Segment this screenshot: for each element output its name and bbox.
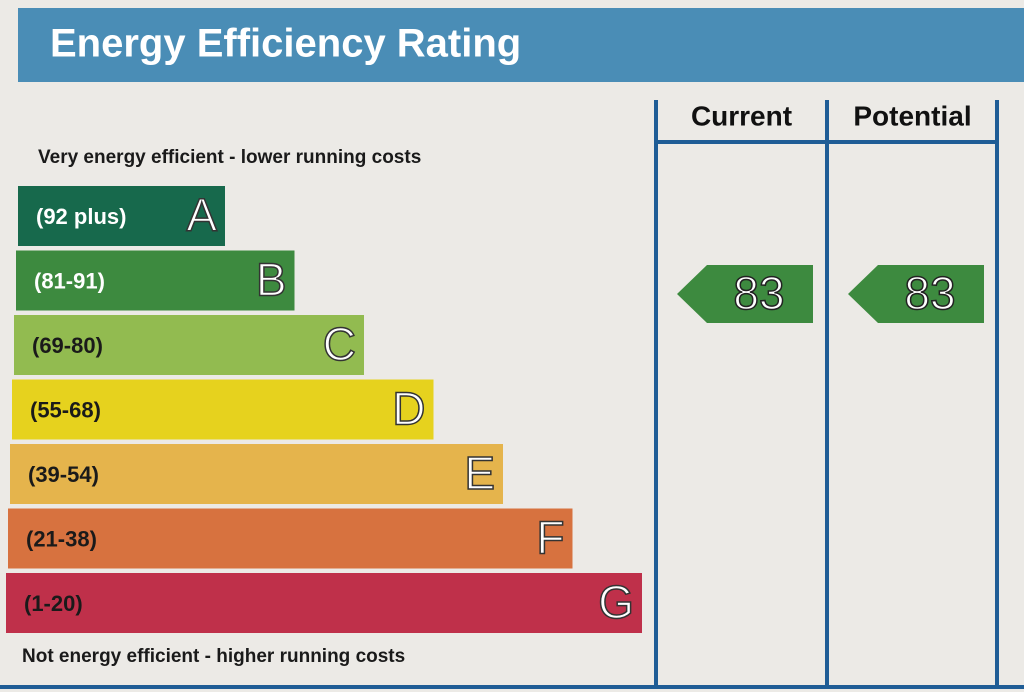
band-letter: C [323, 318, 356, 370]
band [16, 250, 295, 311]
band-letter: F [536, 512, 564, 564]
band-letter: E [464, 447, 495, 499]
rating-value: 83 [904, 267, 955, 319]
band-letter: A [186, 189, 217, 241]
band-range: (69-80) [32, 333, 103, 358]
column-header: Current [691, 100, 792, 131]
title: Energy Efficiency Rating [50, 22, 521, 66]
band-letter: B [256, 254, 287, 306]
bottom-note: Not energy efficient - higher running co… [22, 646, 405, 667]
band [8, 508, 573, 569]
top-note: Very energy efficient - lower running co… [38, 147, 421, 168]
rating-arrow [677, 265, 813, 323]
rating-value: 83 [733, 267, 784, 319]
band-letter: D [392, 383, 425, 435]
band-range: (55-68) [30, 397, 101, 422]
band-range: (1-20) [24, 591, 83, 616]
band-range: (21-38) [26, 526, 97, 551]
band [18, 186, 225, 246]
band-range: (81-91) [34, 268, 105, 293]
band-range: (39-54) [28, 462, 99, 487]
band [14, 315, 364, 375]
column-header: Potential [853, 100, 971, 131]
title-bar [18, 8, 1024, 82]
band-range: (92 plus) [36, 204, 126, 229]
column-frame [0, 100, 1024, 689]
rating-arrow [848, 265, 984, 323]
band-letter: G [598, 576, 634, 628]
band [12, 379, 434, 440]
band [10, 444, 503, 504]
band [6, 573, 642, 633]
